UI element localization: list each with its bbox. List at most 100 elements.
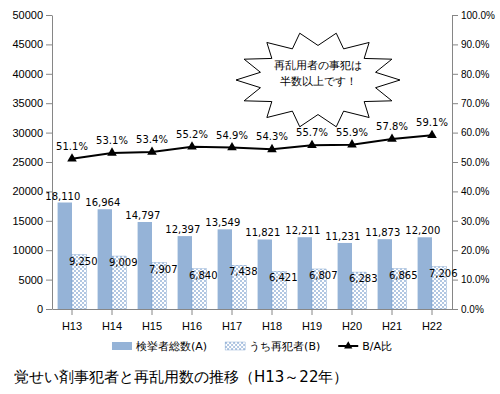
x-tick-mark xyxy=(432,309,433,315)
y-tick: 45000 xyxy=(12,38,52,50)
x-tick-mark xyxy=(352,309,353,315)
line-marker xyxy=(107,147,117,155)
y2-tick-label: 70.0% xyxy=(461,98,489,109)
bar-label: 12,211 xyxy=(285,225,320,236)
annotation: 再乱用者の事犯は半数以上です！ xyxy=(236,33,400,127)
y2-tick-label: 10.0% xyxy=(461,274,489,285)
bar-label: 11,821 xyxy=(245,227,280,238)
x-tick: H16 xyxy=(182,309,202,332)
y-tick: 50000 xyxy=(12,9,52,21)
plot-marks xyxy=(58,130,447,309)
y-tick: 40000 xyxy=(12,68,52,80)
y-tick-label: 25000 xyxy=(12,156,43,168)
y2-tick: 20.0% xyxy=(452,245,489,256)
title: 覚せい剤事犯者と再乱用数の推移（H13～22年） xyxy=(14,368,348,386)
y2-tick: 90.0% xyxy=(452,39,489,50)
y2-tick: 30.0% xyxy=(452,216,489,227)
x-tick-label: H14 xyxy=(102,320,122,332)
chart: 0500010000150002000025000300003500040000… xyxy=(0,0,500,394)
line-label: 55.7% xyxy=(296,127,328,138)
y-tick: 0 xyxy=(37,303,52,315)
legend-label: うち再犯者(B) xyxy=(249,340,320,353)
bar-label: 12,200 xyxy=(405,225,440,236)
line-marker xyxy=(187,141,197,149)
y2-tick-mark xyxy=(452,44,458,45)
y2-tick-mark xyxy=(452,162,458,163)
x-tick-mark xyxy=(272,309,273,315)
line-marker xyxy=(387,134,397,142)
line-label: 55.9% xyxy=(336,127,368,138)
line-label: 54.9% xyxy=(216,130,248,141)
bar-label: 7,438 xyxy=(229,266,258,277)
bar-label: 11,873 xyxy=(365,227,400,238)
y-tick: 30000 xyxy=(12,127,52,139)
y2-tick-label: 50.0% xyxy=(461,157,489,168)
y2-tick-label: 80.0% xyxy=(461,69,489,80)
y2-tick-mark xyxy=(452,103,458,104)
x-tick: H18 xyxy=(262,309,282,332)
legend-marker xyxy=(344,341,352,348)
y2-tick-mark xyxy=(452,15,458,16)
bar-label: 6,807 xyxy=(309,270,338,281)
legend-item: B/A比 xyxy=(338,340,392,353)
x-tick-label: H15 xyxy=(142,320,162,332)
y2-tick-mark xyxy=(452,221,458,222)
y-tick-mark xyxy=(46,44,52,45)
y-tick-label: 45000 xyxy=(12,38,43,50)
bar-label: 11,231 xyxy=(325,231,360,242)
y2-tick-mark xyxy=(452,191,458,192)
legend: 検挙者総数(A) うち再犯者(B) B/A比 xyxy=(112,340,392,353)
y2-axis: 0.0%10.0%20.0%30.0%40.0%50.0%60.0%70.0%8… xyxy=(452,10,495,315)
y-tick-mark xyxy=(46,309,52,310)
x-tick-label: H19 xyxy=(302,320,322,332)
line-label: 51.1% xyxy=(56,141,88,152)
y-tick: 25000 xyxy=(12,156,52,168)
y-axis: 0500010000150002000025000300003500040000… xyxy=(12,9,52,315)
y-tick: 35000 xyxy=(12,97,52,109)
x-tick: H14 xyxy=(102,309,122,332)
bar-label: 13,549 xyxy=(205,217,240,228)
x-tick: H17 xyxy=(222,309,242,332)
bar-label: 6,865 xyxy=(389,270,418,281)
y2-tick-label: 40.0% xyxy=(461,186,489,197)
x-tick-mark xyxy=(312,309,313,315)
bar-label: 6,840 xyxy=(189,270,218,281)
x-tick-mark xyxy=(392,309,393,315)
line-marker xyxy=(147,146,157,154)
x-tick-mark xyxy=(112,309,113,315)
line-label: 55.2% xyxy=(176,129,208,140)
y2-tick-mark xyxy=(452,280,458,281)
y2-tick-label: 30.0% xyxy=(461,216,489,227)
bar-label: 7,206 xyxy=(429,268,458,279)
bar-label: 6,421 xyxy=(269,272,298,283)
x-tick-label: H22 xyxy=(422,320,442,332)
y2-tick-mark xyxy=(452,74,458,75)
y2-tick: 60.0% xyxy=(452,127,489,138)
x-tick: H13 xyxy=(62,309,82,332)
y2-tick-label: 90.0% xyxy=(461,39,489,50)
line-marker xyxy=(67,153,77,161)
y2-tick: 70.0% xyxy=(452,98,489,109)
y-tick-label: 40000 xyxy=(12,68,43,80)
x-tick-mark xyxy=(152,309,153,315)
line-marker xyxy=(307,140,317,148)
y-tick-mark xyxy=(46,221,52,222)
x-tick-label: H20 xyxy=(342,320,362,332)
legend-label: 検挙者総数(A) xyxy=(136,340,207,353)
x-tick: H20 xyxy=(342,309,362,332)
y2-tick-mark xyxy=(452,250,458,251)
x-tick: H22 xyxy=(422,309,442,332)
annotation-text: 再乱用者の事犯は半数以上です！ xyxy=(274,59,362,88)
x-axis: H13H14H15H16H17H18H19H20H21H22 xyxy=(53,309,453,332)
y-tick-label: 50000 xyxy=(12,9,43,21)
line-label: 54.3% xyxy=(256,131,288,142)
x-tick-mark xyxy=(72,309,73,315)
legend-swatch xyxy=(225,342,245,350)
y2-tick-label: 20.0% xyxy=(461,245,489,256)
y2-tick-mark xyxy=(452,309,458,310)
x-tick-mark xyxy=(232,309,233,315)
y-tick-label: 0 xyxy=(37,303,43,315)
y-tick-mark xyxy=(46,162,52,163)
legend-label: B/A比 xyxy=(362,340,392,353)
bar-label: 18,110 xyxy=(45,191,80,202)
